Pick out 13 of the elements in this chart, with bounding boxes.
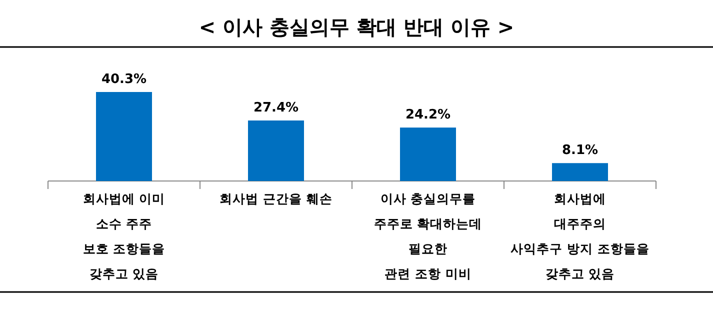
data-label: 24.2% bbox=[405, 108, 451, 123]
x-tick-label: 회사법 근간을 훼손 bbox=[220, 191, 332, 206]
x-tick-label: 회사법에 대주주의 사익추구 방지 조항들을 갖추고 있음 bbox=[510, 191, 650, 281]
x-tick-label: 이사 충실의무를 주주로 확대하는데 필요한 관련 조항 미비 bbox=[374, 191, 482, 281]
bar bbox=[552, 163, 608, 181]
bar bbox=[248, 120, 304, 181]
data-label: 27.4% bbox=[253, 100, 299, 116]
data-label: 40.3% bbox=[101, 72, 147, 87]
x-tick-label: 회사법에 이미 소수 주주 보호 조항들을 갖추고 있음 bbox=[82, 191, 166, 281]
bar bbox=[96, 92, 152, 181]
data-label: 8.1% bbox=[562, 143, 598, 158]
chart-title: < 이사 충실의무 확대 반대 이유 > bbox=[198, 15, 514, 39]
bar bbox=[400, 128, 456, 181]
